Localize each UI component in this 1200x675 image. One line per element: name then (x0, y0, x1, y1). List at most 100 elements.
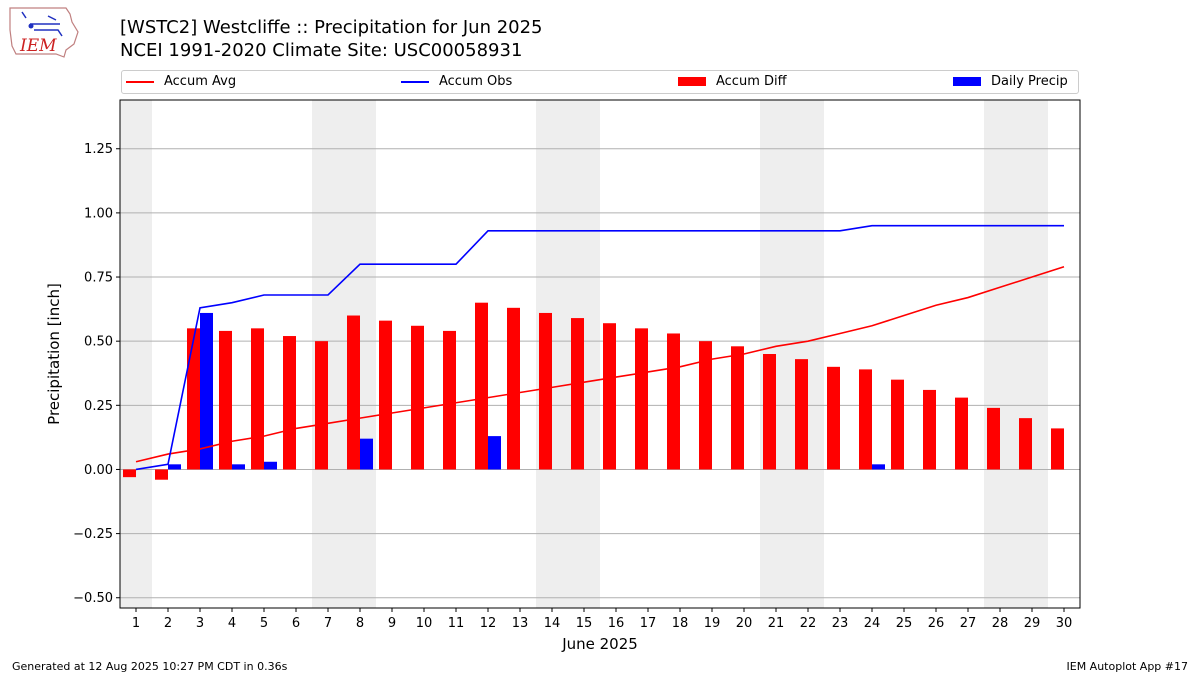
x-tick-label: 15 (576, 616, 593, 631)
x-tick-label: 26 (928, 616, 945, 631)
x-tick-label: 6 (292, 616, 300, 631)
x-tick-label: 4 (228, 616, 236, 631)
bar-daily-precip (872, 464, 885, 470)
bar-accum-diff (987, 407, 1000, 470)
bar-accum-diff (475, 302, 488, 470)
x-tick-label: 14 (544, 616, 561, 631)
x-tick-label: 22 (800, 616, 817, 631)
bar-daily-precip (264, 461, 277, 470)
x-tick-label: 29 (1024, 616, 1041, 631)
weekend-band (1016, 100, 1048, 608)
x-tick-label: 10 (416, 616, 433, 631)
x-tick-label: 5 (260, 616, 268, 631)
logo-outline-icon (9, 7, 79, 58)
x-tick-label: 13 (512, 616, 529, 631)
bar-accum-diff (955, 397, 968, 470)
x-tick-label: 2 (164, 616, 172, 631)
bar-accum-diff (251, 328, 264, 470)
weekend-band (792, 100, 824, 608)
bar-accum-diff (315, 341, 328, 470)
logo-text: IEM (19, 36, 57, 56)
legend-label-daily-precip: Daily Precip (991, 74, 1068, 89)
bar-accum-diff (379, 320, 392, 470)
y-tick-label: 1.25 (84, 142, 113, 157)
x-tick-label: 27 (960, 616, 977, 631)
x-tick-label: 8 (356, 616, 364, 631)
chart-title: [WSTC2] Westcliffe :: Precipitation for … (120, 17, 543, 38)
bar-accum-diff (123, 469, 136, 478)
bar-daily-precip (232, 464, 245, 470)
bar-accum-diff (187, 328, 200, 470)
x-axis-label: June 2025 (561, 635, 638, 653)
x-tick-label: 21 (768, 616, 785, 631)
x-tick-label: 3 (196, 616, 204, 631)
bar-accum-diff (763, 354, 776, 470)
line-accum-avg (135, 266, 1065, 463)
y-tick-label: 1.00 (84, 206, 113, 221)
bar-accum-diff (827, 366, 840, 470)
legend-item-accum-diff: Accum Diff (678, 74, 787, 89)
bar-daily-precip (488, 436, 501, 470)
y-tick-label: 0.75 (84, 271, 113, 286)
bar-accum-diff (891, 379, 904, 470)
x-tick-label: 17 (640, 616, 657, 631)
x-tick-label: 24 (864, 616, 881, 631)
bar-accum-diff (923, 389, 936, 470)
legend-swatch-accum-diff (678, 77, 706, 86)
legend-swatch-accum-avg (126, 80, 154, 83)
x-tick-label: 12 (480, 616, 497, 631)
line-accum-obs (135, 224, 1064, 471)
x-tick-label: 30 (1056, 616, 1073, 631)
bar-accum-diff (1019, 418, 1032, 470)
legend-label-accum-diff: Accum Diff (716, 74, 787, 89)
footer-app: IEM Autoplot App #17 (1066, 660, 1189, 673)
x-tick-label: 18 (672, 616, 689, 631)
bar-accum-diff (699, 341, 712, 470)
y-axis-label: Precipitation [inch] (45, 283, 63, 425)
plot-area (120, 100, 1080, 608)
chart-subtitle: NCEI 1991-2020 Climate Site: USC00058931 (120, 40, 523, 61)
bar-accum-diff (603, 323, 616, 470)
legend-swatch-accum-obs (401, 80, 429, 83)
legend: Accum Avg Accum Obs Accum Diff Daily Pre… (121, 70, 1079, 94)
x-tick-label: 7 (324, 616, 332, 631)
bar-accum-diff (859, 369, 872, 470)
plot-frame (119, 99, 1081, 609)
y-tick-label: −0.50 (73, 591, 113, 606)
bar-accum-diff (443, 330, 456, 470)
iem-logo: IEM (9, 7, 79, 58)
legend-label-accum-avg: Accum Avg (164, 74, 237, 89)
x-tick-label: 11 (448, 616, 465, 631)
bar-accum-diff (283, 336, 296, 470)
bar-accum-diff (571, 318, 584, 470)
footer-generated: Generated at 12 Aug 2025 10:27 PM CDT in… (12, 660, 288, 673)
y-tick-label: 0.00 (84, 463, 113, 478)
bar-daily-precip (200, 312, 213, 470)
bar-accum-diff (219, 330, 232, 470)
x-tick-label: 9 (388, 616, 396, 631)
weekend-band (120, 100, 152, 608)
y-tick-label: 0.25 (84, 399, 113, 414)
bar-accum-diff (667, 333, 680, 470)
x-tick-label: 20 (736, 616, 753, 631)
legend-label-accum-obs: Accum Obs (439, 74, 513, 89)
bar-accum-diff (1051, 428, 1064, 470)
bar-accum-diff (507, 307, 520, 470)
legend-item-daily-precip: Daily Precip (953, 74, 1068, 89)
x-tick-label: 16 (608, 616, 625, 631)
bar-accum-diff (795, 359, 808, 470)
x-tick-label: 19 (704, 616, 721, 631)
x-tick-label: 23 (832, 616, 849, 631)
bar-accum-diff (411, 325, 424, 470)
legend-swatch-daily-precip (953, 77, 981, 86)
bar-accum-diff (347, 315, 360, 470)
legend-item-accum-obs: Accum Obs (401, 74, 512, 89)
y-tick-label: 0.50 (84, 335, 113, 350)
bar-accum-diff (539, 312, 552, 470)
y-tick-label: −0.25 (73, 527, 113, 542)
weekend-band (984, 100, 1016, 608)
x-tick-label: 1 (132, 616, 140, 631)
bar-daily-precip (168, 464, 181, 470)
x-tick-label: 28 (992, 616, 1009, 631)
